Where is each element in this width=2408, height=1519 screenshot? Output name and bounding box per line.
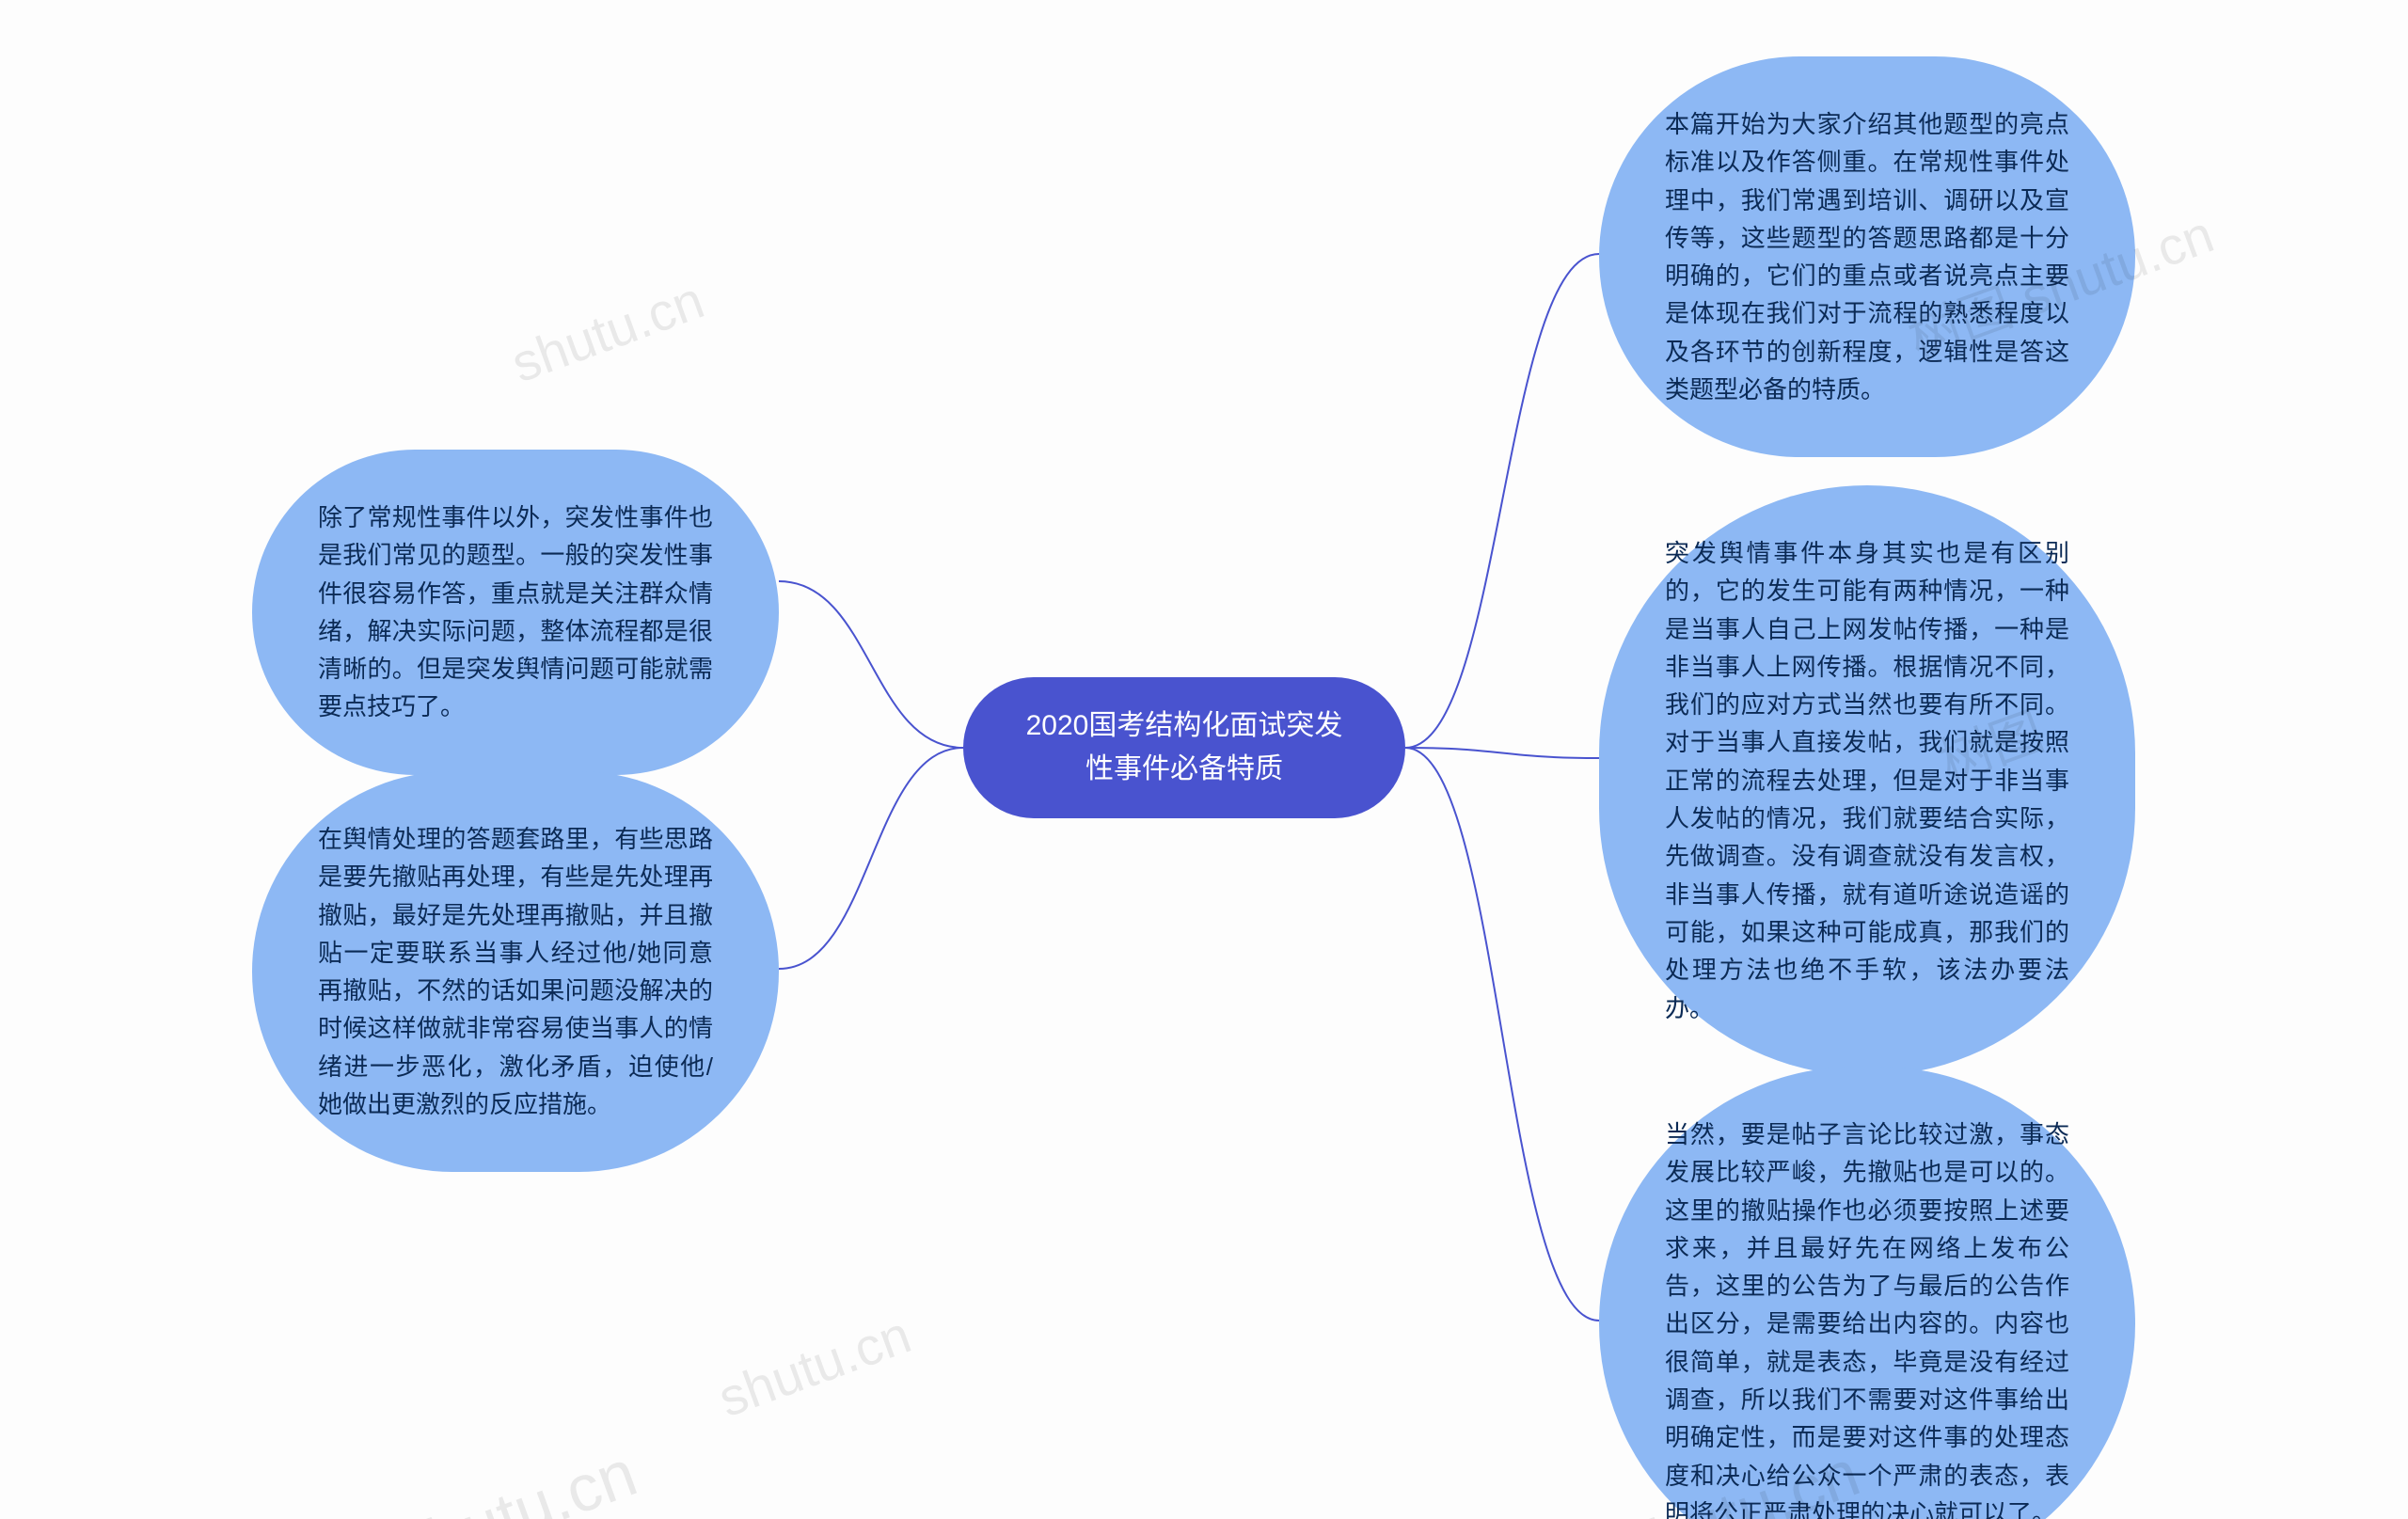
center-node: 2020国考结构化面试突发性事件必备特质	[963, 677, 1405, 818]
watermark: shutu.cn	[710, 1304, 918, 1429]
watermark: shutu.cn	[503, 269, 711, 394]
leaf-r3: 当然，要是帖子言论比较过激，事态发展比较严峻，先撤贴也是可以的。这里的撤贴操作也…	[1599, 1067, 2135, 1519]
leaf-r2: 突发舆情事件本身其实也是有区别的，它的发生可能有两种情况，一种是当事人自己上网发…	[1599, 485, 2135, 1076]
leaf-l1: 除了常规性事件以外，突发性事件也是我们常见的题型。一般的突发性事件很容易作答，重…	[252, 450, 779, 775]
leaf-r1: 本篇开始为大家介绍其他题型的亮点标准以及作答侧重。在常规性事件处理中，我们常遇到…	[1599, 56, 2135, 457]
mindmap-canvas: 2020国考结构化面试突发性事件必备特质 除了常规性事件以外，突发性事件也是我们…	[0, 0, 2408, 1519]
leaf-l2: 在舆情处理的答题套路里，有些思路是要先撤贴再处理，有些是先处理再撤贴，最好是先处…	[252, 771, 779, 1172]
watermark: 树图 shutu.cn	[241, 1421, 648, 1519]
